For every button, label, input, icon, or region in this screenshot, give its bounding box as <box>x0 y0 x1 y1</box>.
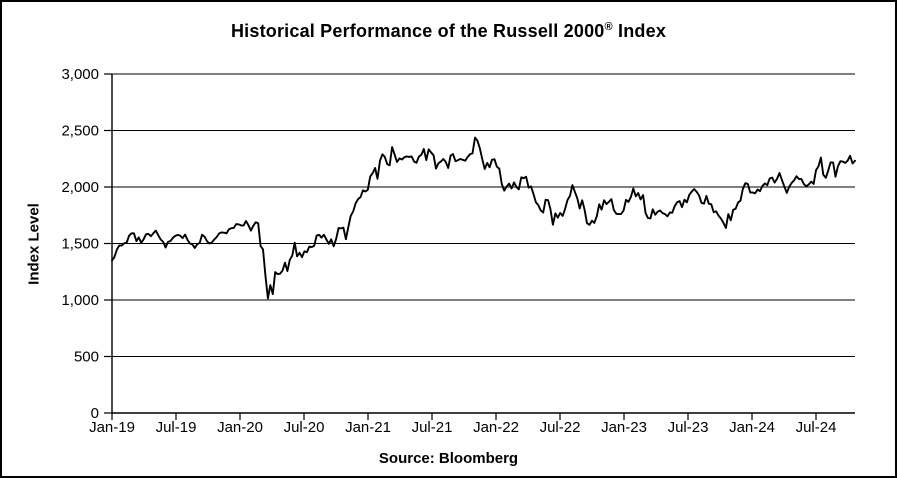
x-tick-label: Jul-21 <box>412 419 453 436</box>
x-tick-label: Jan-21 <box>345 419 391 436</box>
x-tick-label: Jul-22 <box>540 419 581 436</box>
x-tick-label: Jan-22 <box>473 419 519 436</box>
x-tick-label: Jul-23 <box>668 419 709 436</box>
data-line-russell-2000 <box>111 136 856 300</box>
y-tick-label: 1,500 <box>61 236 99 253</box>
chart-title-suffix: Index <box>612 21 667 41</box>
x-tick-label: Jan-20 <box>217 419 263 436</box>
y-tick-label: 2,500 <box>61 123 99 140</box>
x-tick-label: Jan-24 <box>729 419 775 436</box>
source-caption: Source: Bloomberg <box>378 450 519 467</box>
x-tick-label: Jul-20 <box>284 419 325 436</box>
x-tick-label: Jul-24 <box>796 419 837 436</box>
registered-trademark-symbol: ® <box>604 21 613 33</box>
x-tick-label: Jan-23 <box>601 419 647 436</box>
y-tick-label: 3,000 <box>61 66 99 83</box>
x-tick-label: Jan-19 <box>89 419 135 436</box>
y-tick-label: 1,000 <box>61 292 99 309</box>
chart-title-text: Historical Performance of the Russell 20… <box>230 21 605 41</box>
y-tick-label: 0 <box>91 405 99 422</box>
chart-title: Historical Performance of the Russell 20… <box>2 21 895 42</box>
y-tick-label: 500 <box>74 349 99 366</box>
x-tick-label: Jul-19 <box>156 419 197 436</box>
y-tick-label: 2,000 <box>61 179 99 196</box>
